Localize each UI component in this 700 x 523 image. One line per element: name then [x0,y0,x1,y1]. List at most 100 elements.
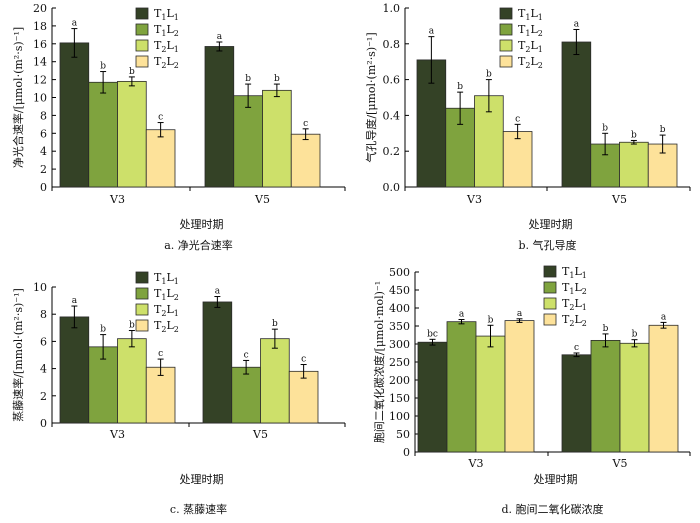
y-tick-label: 0.0 [383,181,401,194]
significance-letter: b [602,123,608,133]
y-tick-label: 0 [40,181,47,194]
chart-panel-1: 0 2 4 6 8 10 12 14 16 18 20 净光合速率/[μmol·(m²·s)⁻¹] V3… [11,2,346,252]
y-tick-label: 2 [40,390,47,403]
x-tick-label: V3 [109,428,125,441]
y-axis-title: 胞间二氧化碳浓度/[μmol·mol)⁻¹ [372,281,386,443]
bar-T2L1-V3 [117,80,147,188]
legend-swatch [543,265,557,278]
y-tick-label: 6 [40,127,47,140]
bar-T1L1-V3 [417,341,448,453]
x-tick-label: V5 [254,193,270,206]
panel-caption: d. 胞间二氧化碳浓度 [501,502,603,516]
legend-label: T1L1 [154,271,179,286]
y-tick-label: 10 [33,92,47,105]
significance-letter: b [632,330,638,340]
significance-letter: b [129,67,135,77]
significance-letter: b [274,74,280,84]
significance-letter: c [158,113,163,123]
legend-label: T2L2 [562,313,587,328]
significance-letter: a [217,32,223,42]
y-tick-label: 0 [403,446,410,459]
y-tick-label: 0.6 [383,74,401,87]
legend-label: T2L2 [154,55,179,70]
y-tick-label: 500 [389,266,410,279]
legend-swatch [543,281,557,294]
legend-swatch [135,303,149,316]
significance-letter: c [574,343,579,353]
legend-swatch [135,7,149,20]
bar-T1L2-V3 [446,321,477,453]
significance-letter: b [129,321,135,331]
x-axis-title: 处理时期 [180,473,224,486]
panel-caption: b. 气孔导度 [518,238,576,252]
significance-letter: b [272,319,278,329]
y-tick-label: 16 [33,38,47,51]
bar-T2L1-V3 [475,335,506,453]
x-tick-label: V3 [109,193,125,206]
significance-letter: a [459,310,465,320]
legend-label: T2L2 [154,319,179,334]
significance-letter: b [631,130,637,140]
legend-swatch [499,39,513,52]
legend-swatch [135,319,149,332]
chart-panel-4: 0 50 100 150 200 250 300 350 400 450 500胞间二氧化碳浓度/[… [372,265,691,516]
bar-T2L1-V5 [619,141,649,188]
y-tick-label: 0.4 [383,109,401,122]
y-tick-label: 12 [33,74,47,87]
significance-letter: c [515,114,520,124]
legend-swatch [499,23,513,36]
panel-caption: c. 蒸藤速率 [170,502,227,516]
significance-letter: b [100,325,106,335]
y-tick-label: 4 [40,363,47,376]
y-tick-label: 1.0 [383,2,401,15]
legend-label: T2L2 [518,55,543,70]
panel-caption: a. 净光合速率 [164,238,233,252]
y-tick-label: 8 [40,308,47,321]
y-tick-label: 250 [389,356,410,369]
legend-swatch [543,313,557,326]
significance-letter: b [245,74,251,84]
y-tick-label: 18 [33,20,47,33]
bar-T1L1-V5 [202,301,233,424]
x-tick-label: V5 [612,457,628,470]
significance-letter: c [301,355,306,365]
significance-letter: b [486,70,492,80]
significance-letter: bc [427,329,438,339]
legend-label: T2L1 [154,303,179,318]
legend-label: T2L1 [154,39,179,54]
x-axis-title: 处理时期 [529,218,573,231]
legend-swatch [135,39,149,52]
y-tick-label: 200 [389,374,410,387]
x-tick-label: V5 [252,428,268,441]
legend-swatch [135,287,149,300]
y-tick-label: 100 [389,410,410,423]
bar-T1L1-V3 [59,316,90,424]
legend-swatch [135,271,149,284]
legend-label: T2L1 [562,297,587,312]
bar-T2L2-V3 [504,320,535,453]
significance-letter: b [457,82,463,92]
legend-swatch [543,297,557,310]
significance-letter: c [303,119,308,129]
legend-label: T1L2 [154,23,179,38]
significance-letter: b [100,62,106,72]
significance-letter: b [660,125,666,135]
significance-letter: c [158,349,163,359]
legend-label: T2L1 [518,39,543,54]
legend-label: T1L1 [518,7,543,22]
x-tick-label: V5 [611,193,627,206]
chart-panel-3: 0 2 4 6 8 10 蒸藤速率/[mmol·(m²·s)⁻¹] V3 V5 处理时期 c. 蒸藤… [11,271,346,516]
y-tick-label: 0.8 [383,38,401,51]
y-tick-label: 20 [33,2,47,15]
bar-T2L2-V3 [145,129,176,188]
legend-swatch [135,23,149,36]
significance-letter: a [72,296,78,306]
significance-letter: b [603,324,609,334]
chart-panel-2: 0.0 0.2 0.4 0.6 0.8 1.0 气孔导度/[μmol·(m²·s)⁻¹] V3… [364,2,691,252]
significance-letter: a [517,309,523,319]
legend-label: T1L2 [562,281,587,296]
bar-T1L2-V5 [590,339,621,453]
bar-T1L2-V5 [233,95,263,188]
